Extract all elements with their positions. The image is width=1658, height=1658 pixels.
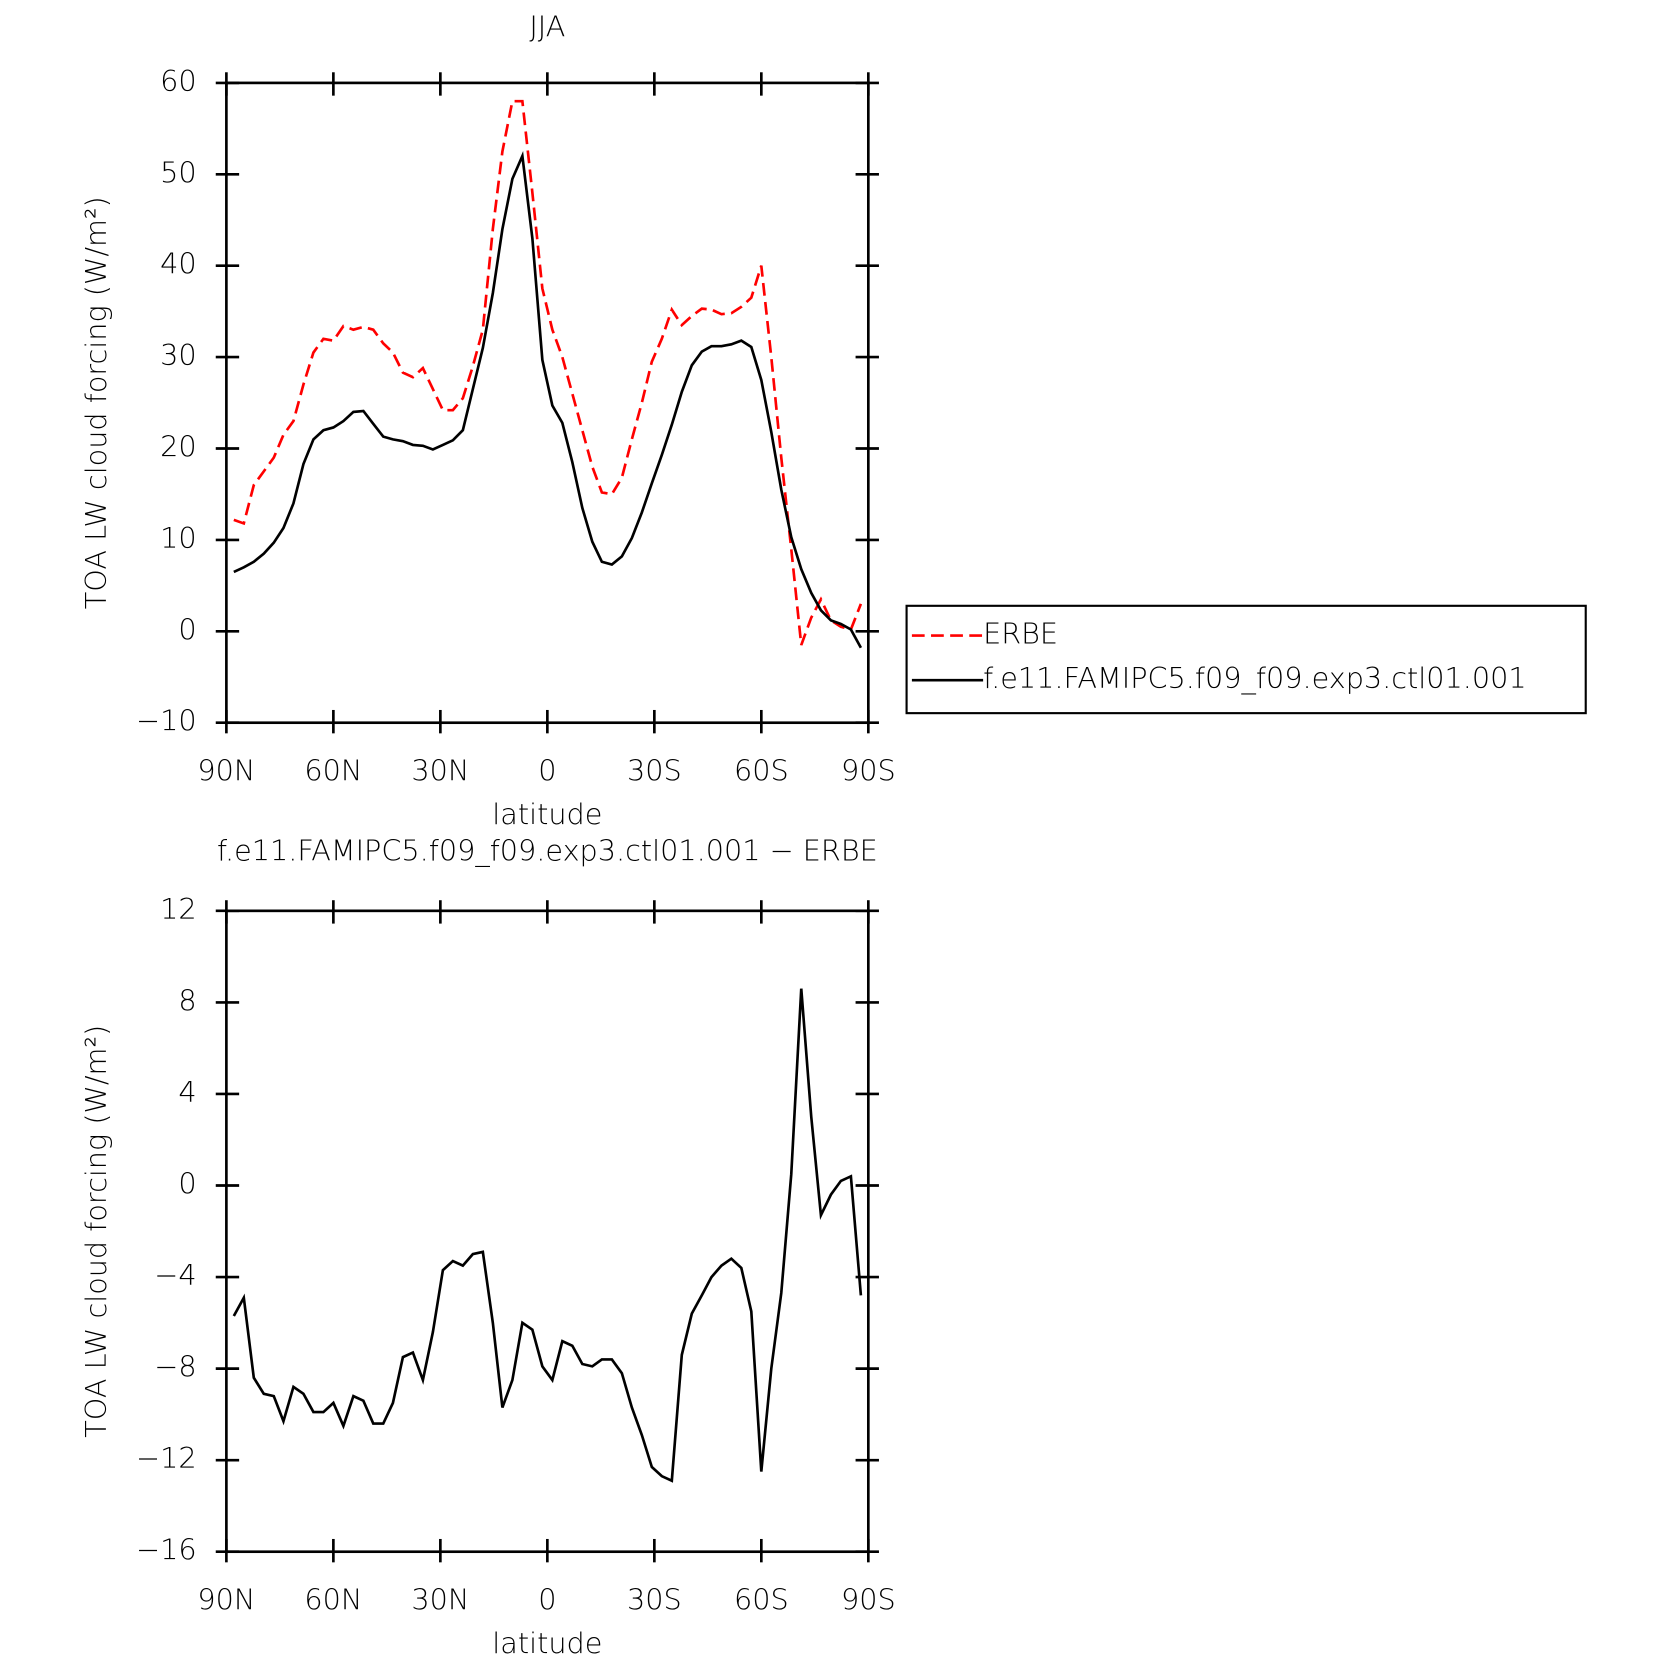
x-tick-label: 90N [197,754,255,788]
y-tick-label: −8 [154,1350,196,1384]
y-tick-label: 10 [160,521,197,555]
y-axis-label: TOA LW cloud forcing (W/m²) [79,1025,113,1438]
y-axis-label: TOA LW cloud forcing (W/m²) [79,196,113,609]
y-tick-label: 0 [178,612,196,646]
y-tick-label: −16 [136,1533,197,1567]
data-line [232,988,863,1483]
x-tick-label: 60N [304,1583,362,1617]
chart-title: f.e11.FAMIPC5.f09_f09.exp3.ctl01.001 − E… [217,833,878,868]
y-tick-label: 50 [160,155,197,189]
x-tick-label: 60S [734,754,789,788]
y-tick-label: 0 [178,1167,196,1201]
x-tick-label: 0 [538,754,556,788]
y-tick-label: 4 [178,1075,196,1109]
x-tick-label: 60N [304,754,362,788]
x-tick-label: 90S [841,1583,896,1617]
plot-frame [225,909,870,1554]
y-tick-label: 20 [160,430,197,464]
y-tick-label: −12 [136,1441,197,1475]
x-tick-label: 30S [627,1583,682,1617]
y-tick-label: 12 [160,892,197,926]
chart-title: JJA [529,10,565,44]
y-tick-label: 40 [160,247,197,281]
y-tick-label: −4 [154,1258,196,1292]
x-tick-label: 90S [841,754,896,788]
x-tick-label: 30N [411,1583,469,1617]
y-tick-label: 60 [160,64,197,98]
y-tick-label: −10 [136,704,197,738]
data-line [233,151,863,649]
legend-label: f.e11.FAMIPC5.f09_f09.exp3.ctl01.001 [983,661,1527,696]
x-axis-label: latitude [492,1626,602,1658]
data-line [233,99,863,646]
x-tick-label: 60S [734,1583,789,1617]
legend-box [905,604,1587,715]
y-tick-label: 8 [178,983,196,1017]
x-tick-label: 30S [627,754,682,788]
x-tick-label: 30N [411,754,469,788]
x-tick-label: 90N [197,1583,255,1617]
x-tick-label: 0 [538,1583,556,1617]
plot-frame [225,81,870,725]
y-tick-label: 30 [160,338,197,372]
x-axis-label: latitude [492,797,602,831]
legend-label: ERBE [983,617,1058,651]
